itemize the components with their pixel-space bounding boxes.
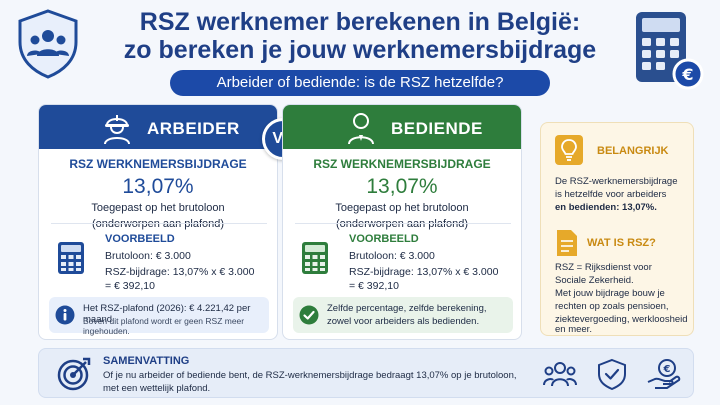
what-line-2: Sociale Zekerheid. bbox=[555, 275, 634, 286]
important-title: BELANGRIJK bbox=[597, 145, 669, 157]
svg-text:€: € bbox=[663, 364, 671, 375]
arbeider-example-line-2: RSZ-bijdrage: 13,07% x € 3.000 bbox=[105, 266, 255, 278]
summary-line-1: Of je nu arbeider of bediende bent, de R… bbox=[103, 370, 517, 381]
bediende-example-line-3: = € 392,10 bbox=[349, 280, 399, 292]
arbeider-example-line-3: = € 392,10 bbox=[105, 280, 155, 292]
bediende-example-title: VOORBEELD bbox=[349, 233, 419, 245]
what-line-3: Met jouw bijdrage bouw je bbox=[555, 288, 665, 299]
important-line-2: is hetzelfde voor arbeiders bbox=[555, 189, 667, 200]
divider bbox=[51, 223, 267, 224]
calculator-euro-icon: € bbox=[636, 12, 704, 90]
summary-line-2: met een wettelijk plafond. bbox=[103, 383, 211, 394]
lightbulb-icon bbox=[555, 135, 583, 165]
bediende-header: BEDIENDE bbox=[283, 105, 521, 149]
arbeider-example-title: VOORBEELD bbox=[105, 233, 175, 245]
arbeider-percentage: 13,07% bbox=[122, 175, 194, 198]
subtitle-pill: Arbeider of bediende: is de RSZ hetzelfd… bbox=[170, 70, 550, 96]
office-worker-icon bbox=[348, 113, 374, 145]
important-line-1: De RSZ-werknemersbijdrage bbox=[555, 176, 678, 187]
what-line-5: ziektevergoeding, werkloosheid bbox=[555, 314, 688, 325]
arbeider-label: ARBEIDER bbox=[147, 119, 240, 138]
title-line-1: RSZ werknemer berekenen in België: bbox=[139, 8, 581, 36]
bediende-example-line-1: Brutoloon: € 3.000 bbox=[349, 250, 435, 262]
arbeider-example-line-1: Brutoloon: € 3.000 bbox=[105, 250, 191, 262]
divider bbox=[295, 223, 511, 224]
what-line-6: en meer. bbox=[555, 324, 592, 335]
bediende-same-note: Zelfde percentage, zelfde berekening, zo… bbox=[293, 297, 513, 333]
important-line-3: en bedienden: 13,07%. bbox=[555, 202, 657, 213]
shield-check-icon bbox=[598, 358, 626, 390]
arbeider-plafond-note: Het RSZ-plafond (2026): € 4.221,42 per m… bbox=[49, 297, 269, 336]
arbeider-card: ARBEIDER RSZ WERKNEMERSBIJDRAGE 13,07% T… bbox=[38, 104, 278, 340]
header: RSZ werknemer berekenen in België: zo be… bbox=[0, 0, 720, 100]
bediende-label: BEDIENDE bbox=[391, 119, 483, 138]
bediende-note-line-2: zowel voor arbeiders als bedienden. bbox=[327, 316, 480, 327]
arbeider-example: VOORBEELD Brutoloon: € 3.000 RSZ-bijdrag… bbox=[57, 233, 267, 297]
bediende-percentage: 13,07% bbox=[366, 175, 438, 198]
document-icon bbox=[557, 230, 577, 256]
hand-euro-icon: € bbox=[647, 359, 681, 389]
bediende-card: BEDIENDE RSZ WERKNEMERSBIJDRAGE 13,07% T… bbox=[282, 104, 522, 340]
calculator-icon bbox=[58, 242, 84, 274]
bediende-section-title: RSZ WERKNEMERSBIJDRAGE bbox=[313, 157, 491, 171]
arbeider-note-line-2: Boven dit plafond wordt er geen RSZ meer… bbox=[83, 316, 245, 336]
calculator-icon bbox=[302, 242, 328, 274]
summary-bar: SAMENVATTING Of je nu arbeider of bedien… bbox=[38, 348, 694, 398]
worker-helmet-icon bbox=[104, 115, 130, 145]
what-line-4: rechten op zoals pensioen, bbox=[555, 301, 669, 312]
bediende-applied-2: (onderworpen aan plafond) bbox=[335, 218, 469, 230]
bediende-applied-1: Toegepast op het brutoloon bbox=[335, 202, 469, 214]
info-sidebar: BELANGRIJK De RSZ-werknemersbijdrage is … bbox=[540, 122, 694, 336]
arbeider-applied-2: (onderworpen aan plafond) bbox=[91, 218, 225, 230]
what-line-1: RSZ = Rijksdienst voor bbox=[555, 262, 652, 273]
arbeider-note-line-1: Het RSZ-plafond (2026): € 4.221,42 per m… bbox=[83, 303, 251, 325]
svg-text:€: € bbox=[681, 65, 693, 84]
people-group-icon bbox=[543, 362, 577, 387]
bediende-example-line-2: RSZ-bijdrage: 13,07% x € 3.000 bbox=[349, 266, 499, 278]
info-icon bbox=[55, 305, 75, 325]
arbeider-header: ARBEIDER bbox=[39, 105, 277, 149]
check-circle-icon bbox=[299, 305, 319, 325]
title-line-2: zo bereken je jouw werknemersbijdrage bbox=[123, 36, 597, 64]
what-is-rsz-title: WAT IS RSZ? bbox=[587, 237, 656, 249]
arbeider-section-title: RSZ WERKNEMERSBIJDRAGE bbox=[69, 157, 247, 171]
summary-title: SAMENVATTING bbox=[103, 355, 190, 367]
shield-people-icon bbox=[18, 9, 78, 79]
page-title: RSZ werknemer berekenen in België: zo be… bbox=[96, 8, 624, 64]
bediende-example: VOORBEELD Brutoloon: € 3.000 RSZ-bijdrag… bbox=[301, 233, 511, 297]
target-icon bbox=[57, 357, 91, 391]
bediende-note-line-1: Zelfde percentage, zelfde berekening, bbox=[327, 303, 487, 314]
arbeider-applied-1: Toegepast op het brutoloon bbox=[91, 202, 225, 214]
